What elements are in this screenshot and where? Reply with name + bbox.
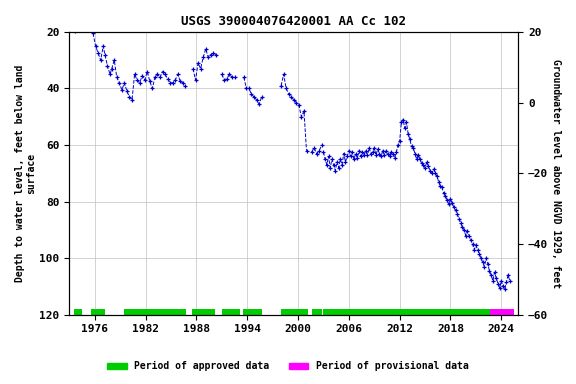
Y-axis label: Groundwater level above NGVD 1929, feet: Groundwater level above NGVD 1929, feet: [551, 59, 561, 288]
Legend: Period of approved data, Period of provisional data: Period of approved data, Period of provi…: [103, 358, 473, 375]
Title: USGS 390004076420001 AA Cc 102: USGS 390004076420001 AA Cc 102: [181, 15, 406, 28]
Y-axis label: Depth to water level, feet below land
surface: Depth to water level, feet below land su…: [15, 65, 37, 282]
